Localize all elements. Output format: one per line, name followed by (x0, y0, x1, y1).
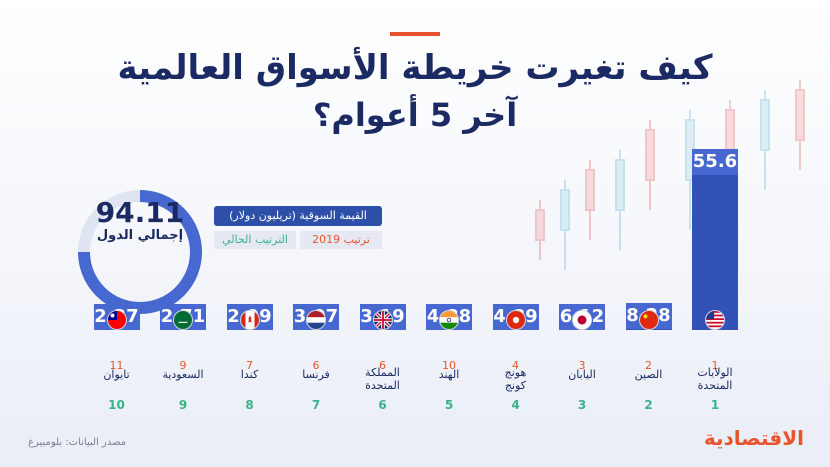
us-flag-icon (705, 310, 725, 330)
rank-current-label: 10 (108, 398, 125, 412)
cn-flag-icon (638, 310, 659, 330)
page-title-line2: آخر 5 أعوام؟ (312, 96, 518, 134)
page-title-line1: كيف تغيرت خريطة الأسواق العالمية (117, 48, 713, 88)
country-label: الصين (634, 368, 663, 381)
ca-flag-icon (239, 310, 260, 330)
total-label: إجمالي الدول (96, 228, 184, 243)
rank-current-label: 9 (178, 398, 188, 412)
rank-current-label: 8 (245, 398, 254, 412)
rank-2019-label: 2 (645, 359, 652, 372)
rank-current-label: 5 (444, 398, 454, 412)
total-value: 94.11 (95, 196, 185, 229)
country-label: الولايات المتحدة (697, 366, 733, 392)
country-label: تايوان (103, 368, 130, 381)
title-accent-line (390, 32, 440, 36)
country-label: المملكة المتحدة (365, 366, 400, 392)
rank-2019-label: 1 (711, 359, 719, 372)
data-source: مصدر البيانات: بلومبيرغ (28, 437, 127, 448)
rank-current-label: 2 (644, 398, 653, 412)
legend-rank-2019: ترتيب 2019 (300, 231, 382, 249)
rank-2019-label: 6 (312, 359, 320, 372)
rank-current-label: 1 (710, 398, 720, 412)
bar-1 (692, 149, 738, 330)
bar-value-label: 55.6 (692, 151, 738, 173)
bar-value-cap (692, 149, 738, 176)
jp-flag-icon (572, 310, 592, 330)
country-label: هونج كونج (504, 366, 527, 392)
sa-flag-icon (173, 310, 193, 330)
rank-2019-label: 10 (442, 359, 456, 372)
publisher-logo: الاقتصادية (703, 426, 804, 450)
fr-flag-icon (306, 310, 326, 330)
country-label: اليابان (568, 368, 596, 381)
background-candles-decoration (535, 80, 805, 270)
country-label: الهند (438, 368, 460, 381)
rank-current-label: 4 (511, 398, 520, 412)
rank-2019-label: 11 (109, 359, 124, 372)
rank-2019-label: 9 (179, 359, 187, 372)
in-flag-icon (439, 310, 459, 330)
total-ring (78, 190, 202, 314)
legend-rank-current: الترتيب الحالي (214, 231, 296, 249)
rank-2019-label: 3 (578, 359, 586, 372)
rank-2019-label: 6 (379, 359, 386, 372)
legend-market-value: القيمة السوقية (تريليون دولار) (214, 206, 382, 226)
uk-flag-icon (372, 310, 393, 330)
country-label: كندا (240, 368, 259, 381)
country-label: السعودية (162, 368, 204, 381)
rank-current-label: 7 (311, 398, 321, 412)
rank-current-label: 3 (577, 398, 587, 412)
rank-2019-label: 7 (246, 359, 253, 372)
tw-flag-icon (106, 310, 127, 330)
country-label: فرنسا (302, 368, 330, 381)
rank-current-label: 6 (378, 398, 387, 412)
rank-2019-label: 4 (512, 359, 519, 372)
hk-flag-icon (505, 310, 526, 330)
